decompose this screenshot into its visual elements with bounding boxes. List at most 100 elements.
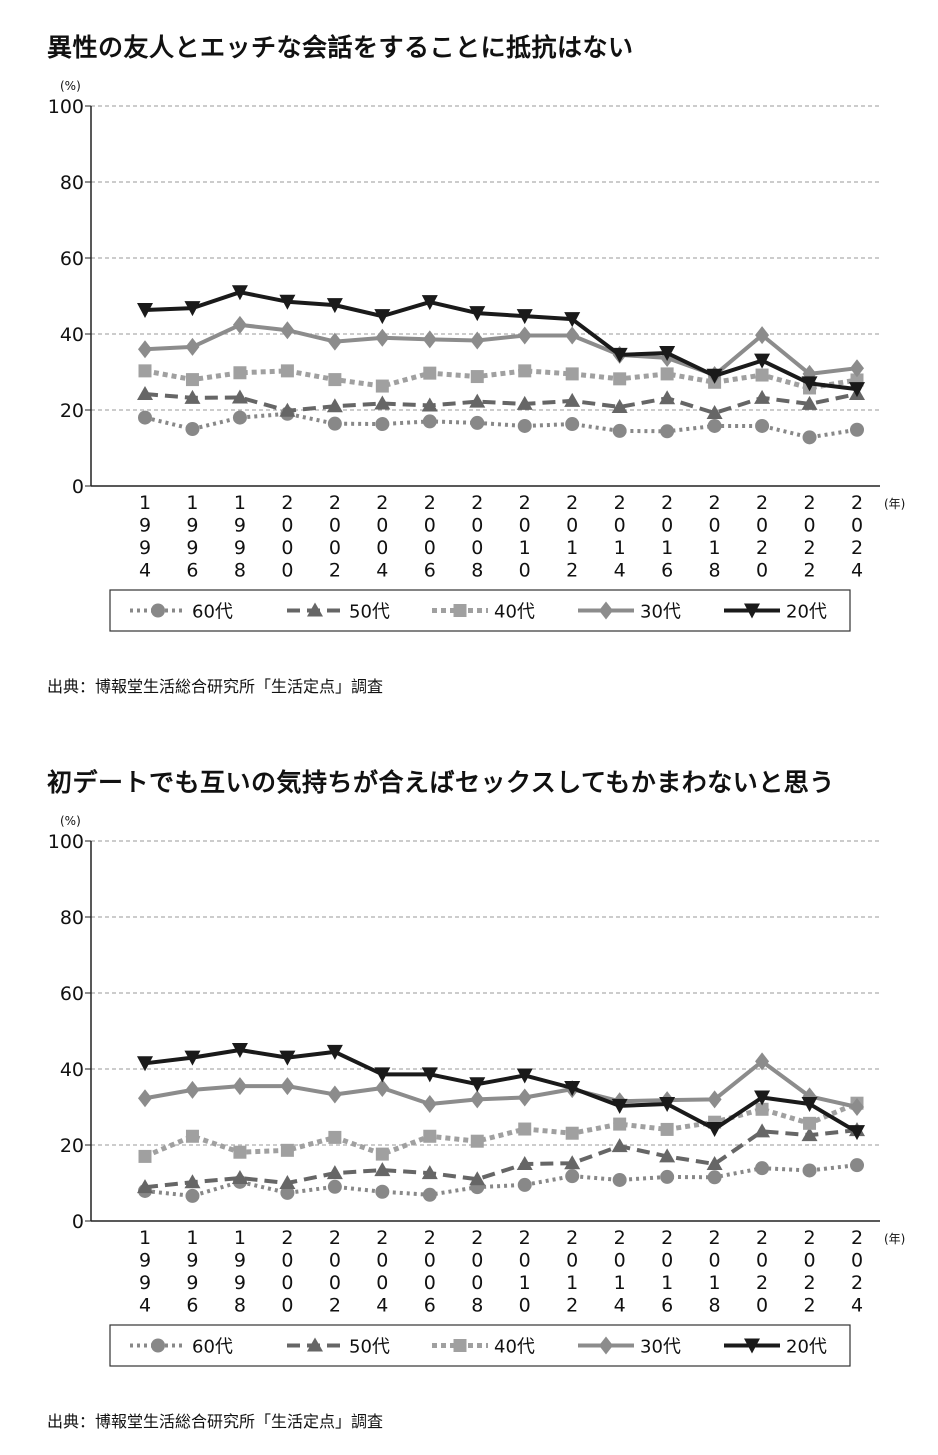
data-point — [328, 373, 342, 387]
data-point — [138, 340, 152, 359]
data-point — [706, 405, 723, 420]
data-point — [185, 1188, 200, 1203]
data-point — [611, 347, 628, 363]
data-point — [421, 1165, 438, 1180]
data-point — [518, 364, 532, 378]
data-point — [706, 368, 723, 384]
data-point — [185, 373, 199, 387]
y-tick-label: 60 — [60, 983, 84, 1005]
data-point — [374, 1162, 391, 1177]
data-point — [326, 398, 343, 413]
data-point — [612, 423, 627, 438]
series-line — [144, 1048, 859, 1134]
data-point — [755, 1161, 770, 1176]
data-point — [280, 321, 295, 340]
data-point — [423, 1129, 437, 1143]
data-point — [850, 422, 864, 437]
data-point — [375, 1079, 390, 1097]
chart-title: 初デートでも互いの気持ちが合えばセックスしてもかまわないと思う — [47, 768, 835, 797]
data-point — [185, 337, 200, 356]
data-point — [375, 328, 390, 347]
data-point — [137, 386, 153, 401]
data-point — [469, 306, 486, 322]
data-point — [280, 1185, 295, 1200]
data-point — [707, 418, 722, 433]
data-point — [707, 1090, 722, 1109]
data-point — [565, 326, 580, 345]
series-30代 — [138, 315, 864, 385]
data-point — [565, 417, 580, 432]
data-point — [374, 309, 391, 325]
data-point — [660, 1169, 675, 1184]
series-line — [144, 1100, 858, 1159]
y-axis-unit: (%) — [60, 814, 81, 828]
data-point — [850, 1158, 864, 1173]
data-point — [326, 1165, 343, 1180]
data-point — [706, 1122, 723, 1138]
data-point — [707, 1170, 722, 1185]
data-point — [279, 402, 296, 417]
legend-marker — [151, 603, 165, 618]
data-point — [802, 1163, 817, 1178]
data-point — [565, 1169, 580, 1184]
data-point — [801, 395, 818, 410]
y-tick-label: 80 — [60, 907, 84, 929]
data-point — [754, 1123, 771, 1138]
data-point — [659, 346, 676, 361]
data-point — [374, 395, 391, 410]
series-line — [144, 290, 858, 392]
data-point — [231, 1043, 248, 1058]
data-point — [422, 414, 437, 429]
series-line — [144, 322, 858, 378]
data-point — [280, 1143, 294, 1157]
data-point — [801, 376, 818, 392]
chart-title: 異性の友人とエッチな会話をすることに抵抗はない — [47, 33, 634, 62]
data-point — [470, 370, 484, 384]
data-point — [612, 1172, 627, 1187]
data-point — [516, 395, 533, 410]
data-point — [801, 1127, 818, 1142]
data-point — [660, 1122, 674, 1136]
data-point — [184, 1050, 201, 1066]
data-point — [375, 379, 389, 393]
legend-marker — [453, 1339, 467, 1352]
data-point — [185, 1129, 199, 1143]
data-point — [185, 1080, 200, 1099]
data-point — [279, 1175, 296, 1189]
data-point — [564, 392, 581, 407]
series-40代 — [138, 1096, 864, 1163]
data-point — [613, 372, 627, 386]
data-point — [470, 331, 485, 350]
data-point — [423, 366, 437, 380]
legend-marker — [599, 601, 613, 620]
data-point — [803, 1116, 817, 1130]
series-30代 — [138, 1052, 864, 1116]
series-50代 — [137, 386, 865, 420]
data-point — [233, 1145, 247, 1159]
y-tick-label: 40 — [60, 1059, 84, 1081]
data-point — [279, 1050, 296, 1066]
data-point — [138, 1149, 152, 1163]
legend-marker — [307, 602, 323, 617]
data-point — [613, 1117, 627, 1131]
data-point — [328, 1130, 342, 1144]
y-tick-label: 80 — [60, 172, 84, 194]
data-point — [611, 398, 628, 413]
